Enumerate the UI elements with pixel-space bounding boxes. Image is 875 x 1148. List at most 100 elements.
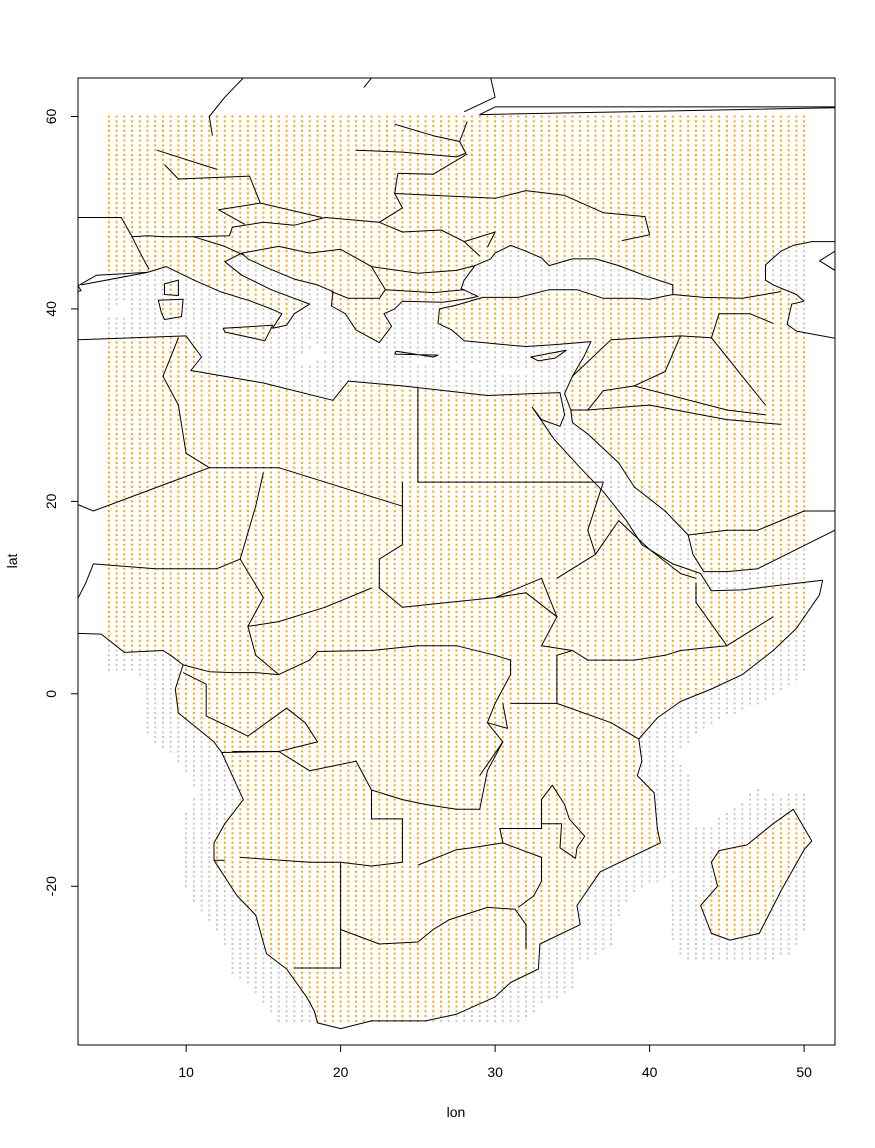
- grid-point: [764, 918, 767, 921]
- grid-point: [378, 832, 381, 835]
- grid-point: [331, 803, 334, 806]
- grid-point: [355, 837, 358, 840]
- grid-point: [772, 827, 775, 830]
- grid-point: [478, 1000, 481, 1003]
- grid-point: [671, 765, 674, 767]
- grid-point: [270, 813, 273, 816]
- grid-point: [293, 808, 296, 811]
- grid-point: [347, 798, 350, 801]
- grid-point: [409, 341, 412, 344]
- grid-point: [532, 866, 535, 868]
- grid-point: [416, 991, 419, 994]
- grid-point: [254, 360, 257, 363]
- grid-point: [208, 899, 211, 902]
- grid-point: [301, 890, 303, 892]
- grid-point: [594, 851, 597, 854]
- grid-point: [409, 375, 412, 378]
- grid-point: [177, 750, 180, 753]
- grid-point: [262, 351, 265, 354]
- grid-point: [324, 947, 327, 950]
- grid-point: [455, 851, 458, 854]
- grid-point: [231, 856, 234, 859]
- grid-point: [347, 370, 350, 373]
- grid-point: [664, 808, 667, 811]
- grid-point: [123, 274, 126, 277]
- grid-point: [548, 389, 551, 392]
- grid-point: [277, 798, 280, 801]
- grid-point: [664, 283, 667, 286]
- grid-point: [239, 928, 242, 931]
- grid-point: [486, 928, 489, 931]
- grid-point: [787, 904, 790, 907]
- grid-point: [571, 851, 574, 854]
- grid-point: [216, 866, 218, 868]
- grid-point: [563, 784, 566, 787]
- grid-point: [246, 303, 249, 306]
- grid-point: [200, 341, 203, 344]
- grid-point: [331, 384, 334, 387]
- grid-point: [440, 803, 443, 806]
- grid-point: [331, 918, 334, 921]
- grid-point: [246, 904, 249, 907]
- grid-point: [501, 813, 504, 816]
- grid-point: [409, 317, 412, 320]
- grid-point: [347, 952, 350, 955]
- grid-point: [486, 1019, 489, 1022]
- grid-point: [695, 707, 697, 710]
- grid-point: [270, 918, 273, 921]
- grid-point: [293, 962, 296, 965]
- grid-point: [246, 346, 249, 349]
- grid-point: [107, 644, 110, 647]
- grid-point: [494, 837, 497, 840]
- grid-point: [370, 851, 373, 854]
- grid-point: [231, 923, 234, 926]
- grid-point: [803, 548, 806, 551]
- grid-point: [478, 933, 481, 936]
- grid-point: [455, 1019, 458, 1022]
- grid-point: [648, 861, 651, 864]
- grid-point: [548, 995, 551, 998]
- grid-point: [432, 971, 435, 974]
- grid-point: [200, 846, 203, 849]
- grid-point: [501, 288, 504, 291]
- grid-point: [687, 822, 690, 825]
- grid-point: [285, 341, 288, 344]
- grid-point: [803, 317, 806, 320]
- grid-point: [308, 808, 311, 811]
- grid-point: [486, 365, 489, 368]
- grid-point: [370, 837, 373, 840]
- grid-point: [447, 875, 450, 878]
- grid-point: [401, 1010, 404, 1013]
- grid-point: [586, 904, 589, 907]
- grid-point: [362, 933, 365, 936]
- grid-point: [756, 880, 759, 883]
- grid-point: [779, 582, 782, 585]
- grid-point: [602, 283, 605, 286]
- grid-point: [772, 861, 775, 864]
- grid-point: [185, 765, 188, 767]
- grid-point: [779, 577, 782, 580]
- grid-point: [370, 880, 373, 883]
- grid-point: [640, 822, 643, 825]
- grid-point: [610, 827, 612, 830]
- grid-point: [671, 712, 674, 714]
- grid-point: [200, 774, 203, 777]
- grid-point: [633, 274, 636, 277]
- grid-point: [270, 279, 273, 282]
- grid-point: [509, 861, 512, 864]
- grid-point: [679, 553, 682, 556]
- grid-point: [787, 793, 790, 796]
- grid-point: [324, 909, 327, 912]
- grid-point: [162, 697, 164, 700]
- grid-point: [695, 702, 697, 705]
- grid-point: [223, 336, 226, 339]
- grid-point: [648, 769, 651, 772]
- grid-point: [710, 943, 713, 945]
- grid-point: [671, 817, 674, 820]
- grid-point: [331, 952, 334, 955]
- grid-point: [254, 918, 257, 921]
- grid-point: [555, 875, 558, 878]
- grid-point: [602, 928, 605, 931]
- grid-point: [192, 336, 195, 339]
- grid-point: [463, 870, 466, 873]
